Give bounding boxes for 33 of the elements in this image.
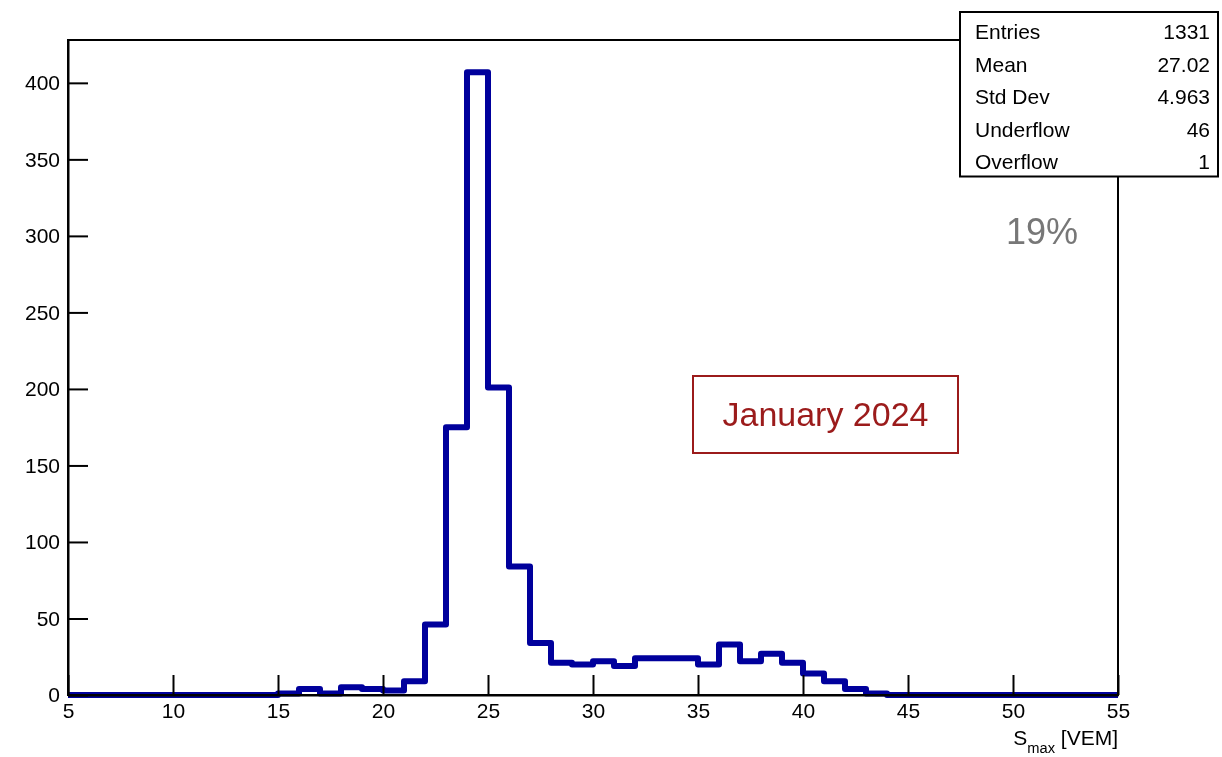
x-tick-label: 25 [476,698,501,722]
text: 46 [1186,117,1210,141]
x-tick-label: 30 [581,698,606,722]
text: 4.963 [1157,85,1210,108]
text: 1331 [1163,20,1210,43]
annotation: January 2024 [722,395,929,433]
x-tick-label: 35 [686,698,711,722]
y-tick-label: 150 [24,453,60,477]
x-tick-label: 10 [161,698,186,722]
y-tick-label: 350 [24,147,60,171]
annotation: Underflow [975,117,1071,141]
x-tick-label: 55 [1106,698,1131,722]
annotation: Std Dev [975,85,1051,108]
y-tick-label: 300 [24,224,60,248]
text: 1 [1198,150,1210,173]
annotation: Mean [975,52,1028,76]
x-tick-label: 40 [791,698,816,722]
x-tick-label: 45 [896,698,921,722]
annotation: Entries [975,20,1041,43]
y-tick-label: 0 [48,683,60,707]
x-tick-label: 20 [371,698,396,722]
y-tick-label: 50 [36,606,60,630]
y-tick-label: 250 [24,300,60,324]
x-tick-label: 15 [266,698,291,722]
annotation: 19% [1005,211,1079,252]
y-tick-label: 400 [24,71,60,95]
annotation: Overflow [975,150,1059,173]
x-axis-title: S$_{max}$ [VEM] [1013,726,1118,756]
y-tick-label: 100 [24,530,60,554]
y-tick-label: 200 [24,377,60,401]
text: 27.02 [1157,52,1210,76]
x-tick-label: 5 [62,698,75,722]
x-tick-label: 50 [1001,698,1026,722]
